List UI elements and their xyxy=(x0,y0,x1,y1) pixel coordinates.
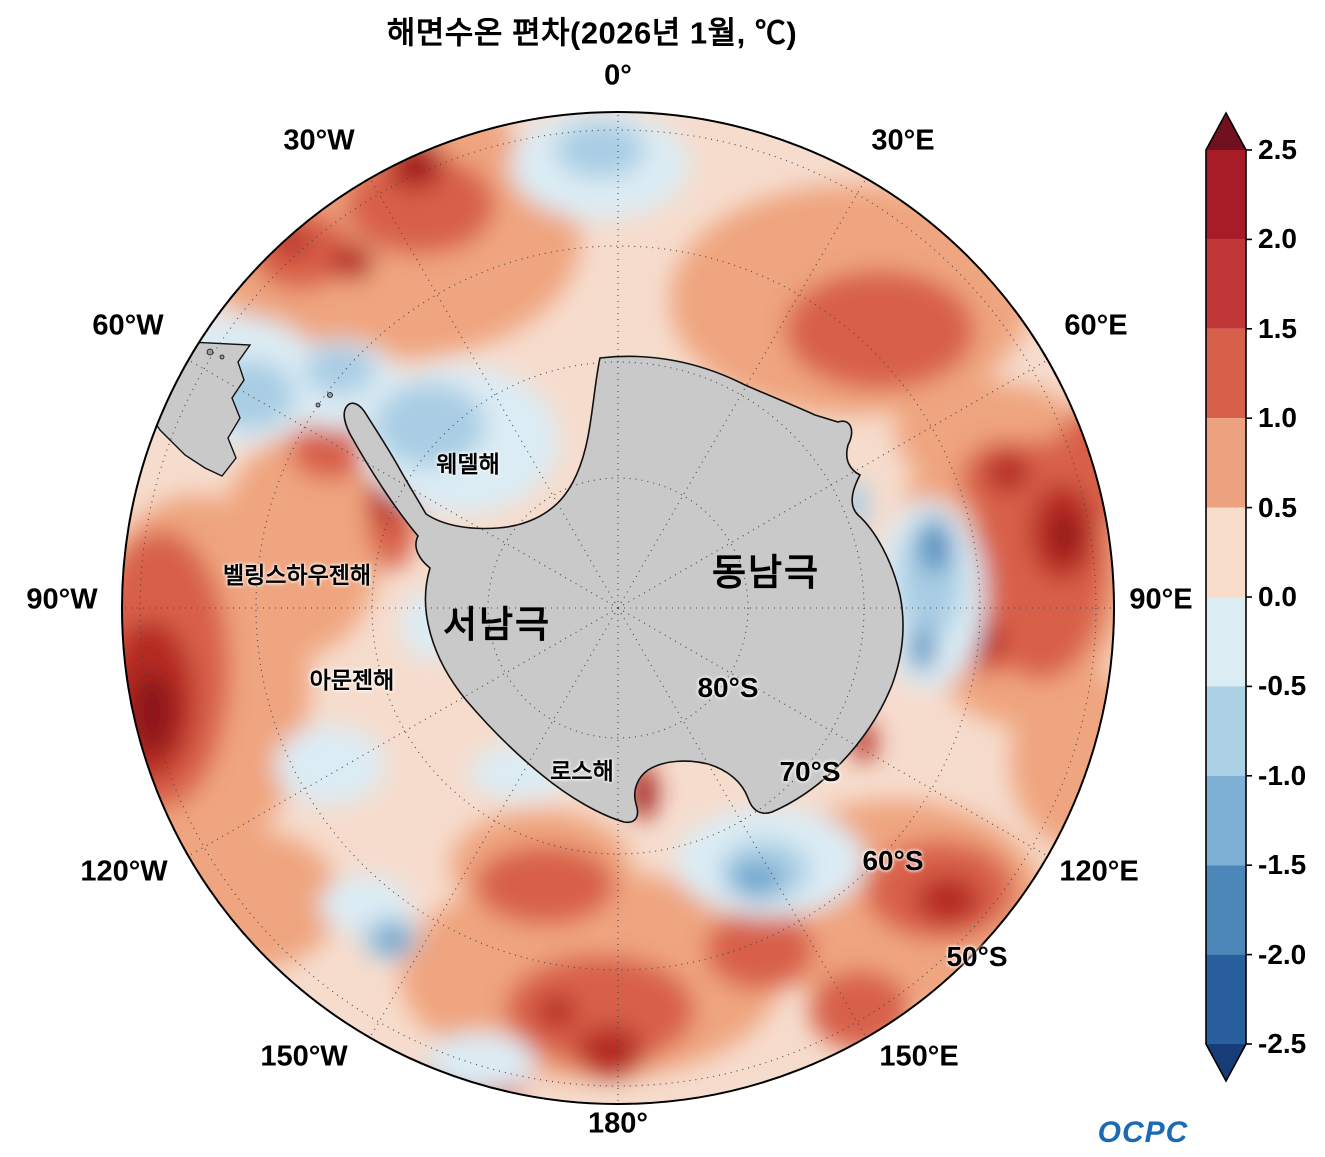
meridian-label-150e: 150°E xyxy=(879,1040,959,1073)
colorbar-tick-n2.5: -2.5 xyxy=(1258,1028,1307,1059)
colorbar-tick-n1.5: -1.5 xyxy=(1258,849,1307,880)
colorbar-tick-n0.5: -0.5 xyxy=(1258,670,1307,701)
label-east-antarctica: 동남극 xyxy=(711,552,821,593)
meridian-label-30w: 30°W xyxy=(283,124,355,157)
meridian-label-120w: 120°W xyxy=(80,855,168,888)
colorbar-tick-n1.0: -1.0 xyxy=(1258,760,1307,791)
label-weddell-sea: 웨델해 xyxy=(436,451,500,477)
latitude-label-70s: 70°S xyxy=(779,756,841,787)
graticule xyxy=(122,112,1114,1104)
meridian-label-90w: 90°W xyxy=(26,583,98,616)
colorbar-tick-0.0: 0.0 xyxy=(1258,581,1297,612)
label-ross-sea: 로스해 xyxy=(550,758,614,784)
latitude-label-80s: 80°S xyxy=(697,672,759,703)
meridian-label-90e: 90°E xyxy=(1129,583,1193,616)
latitude-label-50s: 50°S xyxy=(946,941,1008,972)
colorbar-tickmarks xyxy=(1246,149,1252,1045)
colorbar-tick-1.5: 1.5 xyxy=(1258,313,1297,344)
label-bellingshausen-sea: 벨링스하우젠해 xyxy=(222,562,372,588)
label-west-antarctica: 서남극 xyxy=(442,604,552,645)
latitude-label-60s: 60°S xyxy=(862,845,924,876)
ocpc-logo: OCPC xyxy=(1097,1116,1189,1149)
antarctica-landmass xyxy=(343,355,904,824)
colorbar-tick-1.0: 1.0 xyxy=(1258,402,1297,433)
meridian-label-60e: 60°E xyxy=(1064,309,1128,342)
meridian-label-150w: 150°W xyxy=(260,1040,348,1073)
label-amundsen-sea: 아문젠해 xyxy=(309,667,395,693)
meridian-label-120e: 120°E xyxy=(1059,855,1139,888)
small-islands xyxy=(206,348,333,408)
colorbar-tick-n2.0: -2.0 xyxy=(1258,939,1307,970)
colorbar-tick-2.0: 2.0 xyxy=(1258,223,1297,254)
map-boundary xyxy=(121,111,1115,1105)
colorbar-tick-0.5: 0.5 xyxy=(1258,492,1297,523)
meridian-label-60w: 60°W xyxy=(92,309,164,342)
page-title: 해면수온 편차(2026년 1월, ℃) xyxy=(386,15,798,51)
meridian-label-180: 180° xyxy=(588,1107,648,1140)
meridian-label-0: 0° xyxy=(604,59,632,92)
colorbar xyxy=(1205,111,1252,1083)
meridian-label-30e: 30°E xyxy=(871,124,935,157)
colorbar-tick-2.5: 2.5 xyxy=(1258,134,1297,165)
